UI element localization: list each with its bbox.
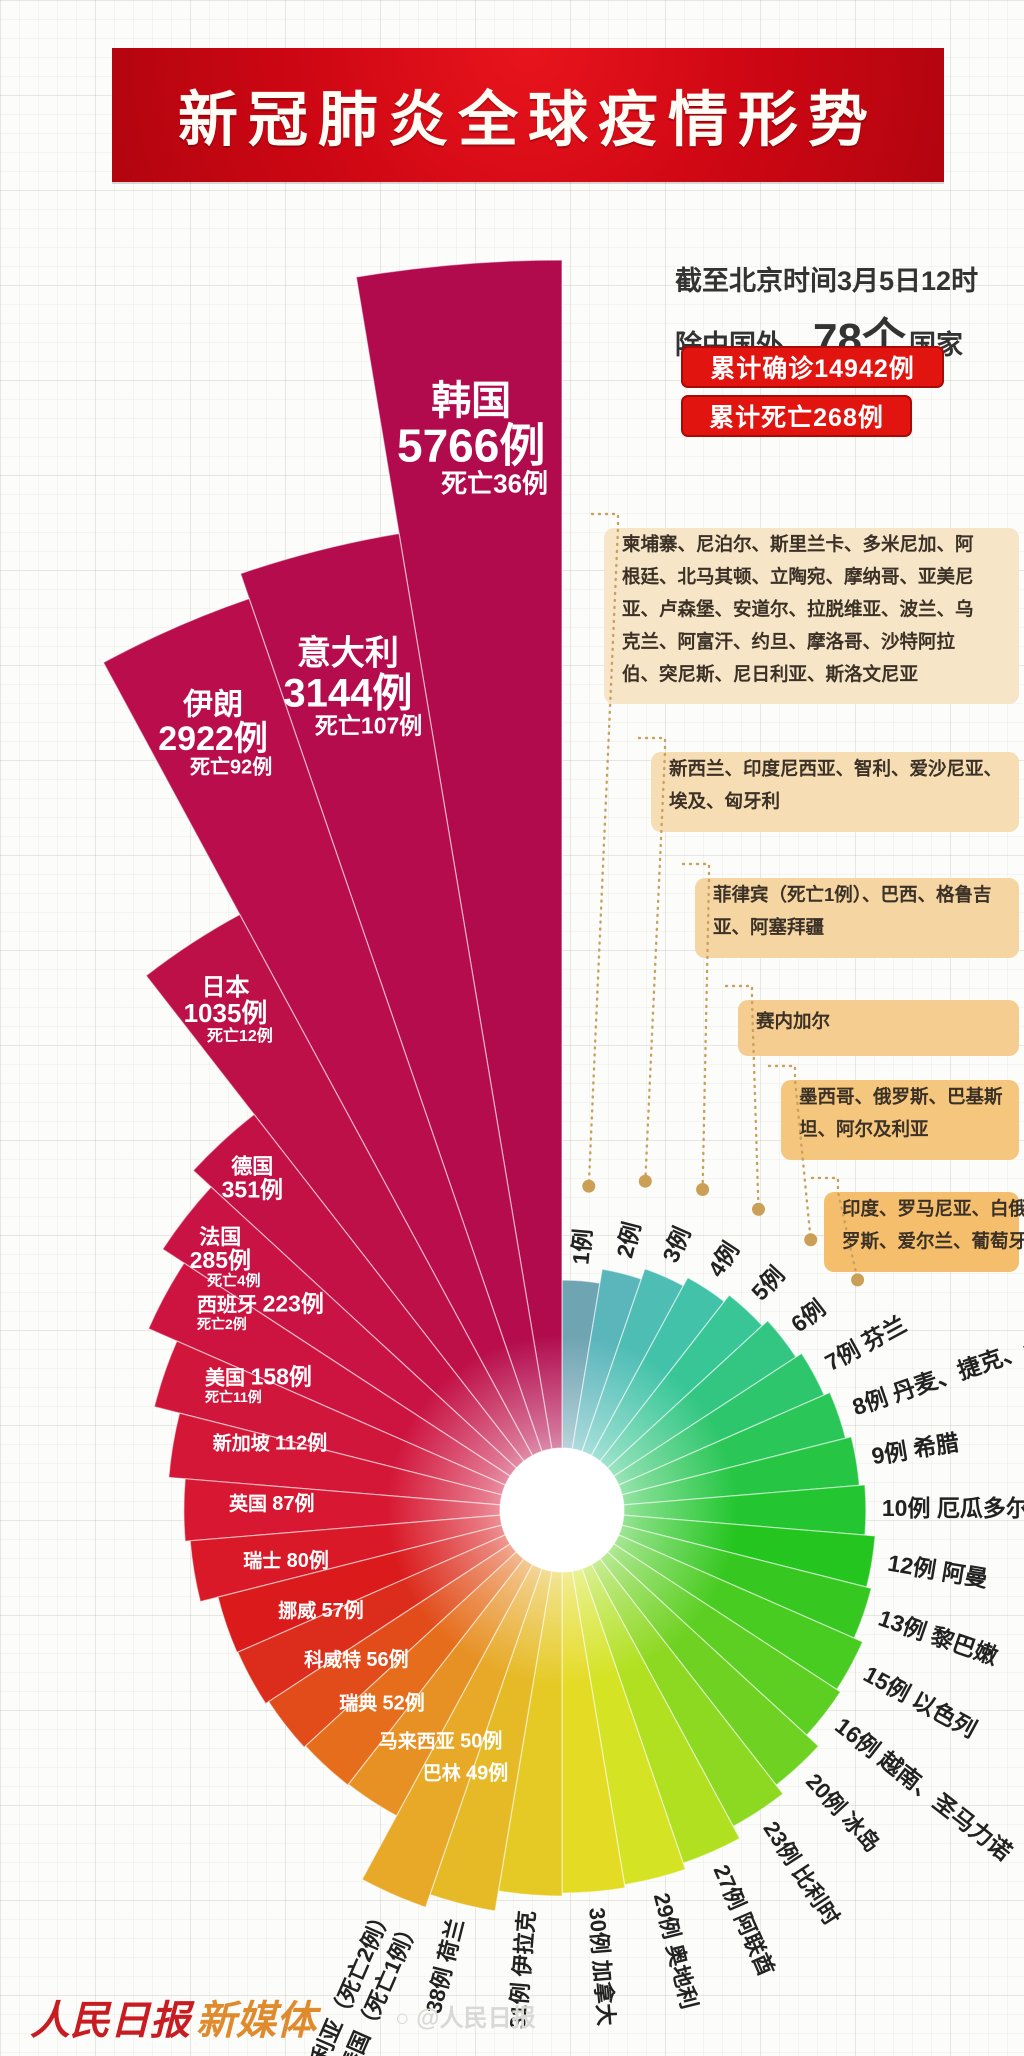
svg-text:西班牙 223例: 西班牙 223例 [197, 1290, 324, 1316]
svg-text:7例 芬兰: 7例 芬兰 [821, 1311, 911, 1376]
svg-text:英国 87例: 英国 87例 [229, 1491, 315, 1515]
svg-text:死亡12例: 死亡12例 [207, 1026, 273, 1045]
svg-text:死亡36例: 死亡36例 [441, 468, 548, 498]
svg-text:3例: 3例 [657, 1223, 695, 1266]
svg-text:5766例: 5766例 [397, 420, 545, 472]
svg-text:意大利: 意大利 [297, 635, 399, 673]
svg-text:伯、突尼斯、尼日利亚、斯洛文尼亚: 伯、突尼斯、尼日利亚、斯洛文尼亚 [622, 664, 919, 685]
svg-text:新西兰、印度尼西亚、智利、爱沙尼亚、: 新西兰、印度尼西亚、智利、爱沙尼亚、 [669, 758, 1002, 779]
svg-text:29例 奥地利: 29例 奥地利 [649, 1890, 702, 2011]
svg-text:日本: 日本 [202, 974, 250, 1001]
svg-text:亚、卢森堡、安道尔、拉脱维亚、波兰、乌: 亚、卢森堡、安道尔、拉脱维亚、波兰、乌 [622, 599, 974, 620]
svg-text:克兰、阿富汗、约旦、摩洛哥、沙特阿拉: 克兰、阿富汗、约旦、摩洛哥、沙特阿拉 [622, 631, 956, 652]
svg-text:1035例: 1035例 [184, 998, 268, 1028]
svg-text:351例: 351例 [222, 1177, 283, 1203]
svg-text:1例: 1例 [567, 1228, 596, 1266]
svg-text:4例: 4例 [703, 1237, 744, 1281]
svg-text:12例 阿曼: 12例 阿曼 [886, 1550, 990, 1592]
svg-text:死亡11例: 死亡11例 [204, 1389, 262, 1405]
svg-text:亚、阿塞拜疆: 亚、阿塞拜疆 [713, 917, 825, 938]
svg-text:2例: 2例 [611, 1219, 645, 1260]
svg-text:20例 冰岛: 20例 冰岛 [801, 1769, 885, 1857]
svg-text:23例 比利时: 23例 比利时 [758, 1817, 844, 1930]
svg-text:马来西亚 50例: 马来西亚 50例 [379, 1728, 503, 1752]
svg-text:死亡92例: 死亡92例 [190, 755, 272, 779]
svg-text:坦、阿尔及利亚: 坦、阿尔及利亚 [799, 1119, 929, 1140]
svg-text:10例 厄瓜多尔、克罗地亚: 10例 厄瓜多尔、克罗地亚 [882, 1495, 1024, 1521]
svg-text:15例 以色列: 15例 以色列 [859, 1661, 980, 1743]
svg-text:3144例: 3144例 [283, 671, 412, 715]
svg-text:6例: 6例 [786, 1295, 830, 1338]
svg-text:9例 希腊: 9例 希腊 [870, 1429, 961, 1469]
svg-text:美国 158例: 美国 158例 [205, 1364, 312, 1390]
svg-text:死亡107例: 死亡107例 [315, 712, 422, 738]
svg-text:瑞士 80例: 瑞士 80例 [243, 1548, 329, 1572]
svg-text:瑞典 52例: 瑞典 52例 [339, 1690, 425, 1714]
svg-text:韩国: 韩国 [431, 379, 511, 423]
svg-text:印度、罗马尼亚、白俄: 印度、罗马尼亚、白俄 [842, 1198, 1024, 1219]
svg-text:30例 加拿大: 30例 加拿大 [584, 1907, 619, 2027]
svg-text:菲律宾（死亡1例）、巴西、格鲁吉: 菲律宾（死亡1例）、巴西、格鲁吉 [713, 884, 992, 905]
svg-text:埃及、匈牙利: 埃及、匈牙利 [669, 791, 780, 812]
svg-text:法国: 法国 [199, 1225, 241, 1249]
svg-text:5例: 5例 [746, 1261, 789, 1305]
svg-text:罗斯、爱尔兰、葡萄牙: 罗斯、爱尔兰、葡萄牙 [842, 1231, 1024, 1252]
svg-text:挪威 57例: 挪威 57例 [278, 1598, 364, 1622]
svg-text:赛内加尔: 赛内加尔 [755, 1011, 831, 1032]
svg-text:新加坡 112例: 新加坡 112例 [213, 1430, 328, 1454]
svg-text:27例 阿联酋: 27例 阿联酋 [708, 1861, 779, 1980]
svg-text:13例 黎巴嫩: 13例 黎巴嫩 [875, 1605, 1002, 1670]
svg-text:柬埔寨、尼泊尔、斯里兰卡、多米尼加、阿: 柬埔寨、尼泊尔、斯里兰卡、多米尼加、阿 [622, 534, 974, 555]
svg-text:德国: 德国 [231, 1155, 273, 1179]
svg-text:根廷、北马其顿、立陶宛、摩纳哥、亚美尼: 根廷、北马其顿、立陶宛、摩纳哥、亚美尼 [622, 566, 974, 587]
svg-text:科威特 56例: 科威特 56例 [304, 1647, 409, 1671]
svg-text:死亡4例: 死亡4例 [207, 1272, 260, 1290]
svg-text:巴林 49例: 巴林 49例 [423, 1760, 509, 1784]
svg-text:墨西哥、俄罗斯、巴基斯: 墨西哥、俄罗斯、巴基斯 [799, 1086, 1003, 1107]
svg-text:2922例: 2922例 [158, 720, 268, 758]
svg-text:伊朗: 伊朗 [182, 689, 243, 722]
svg-text:死亡2例: 死亡2例 [196, 1316, 247, 1332]
svg-text:285例: 285例 [190, 1247, 251, 1273]
